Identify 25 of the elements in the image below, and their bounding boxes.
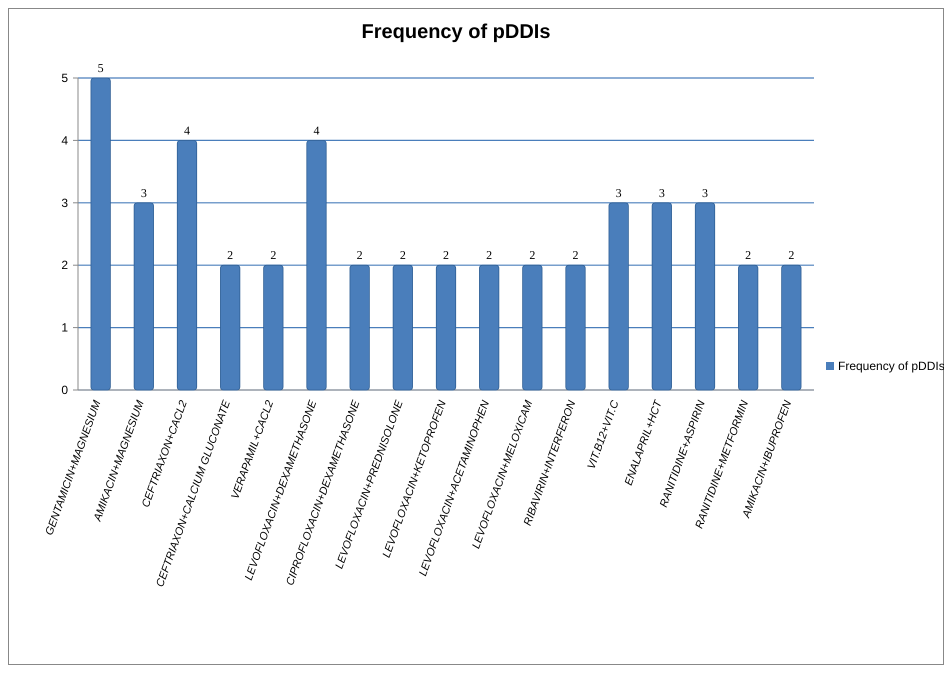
y-tick-label: 5 xyxy=(61,71,68,85)
data-label: 2 xyxy=(443,248,449,262)
data-label: 2 xyxy=(270,248,276,262)
data-label: 3 xyxy=(658,186,665,200)
data-label: 2 xyxy=(529,248,536,262)
legend-label: Frequency of pDDIs xyxy=(838,359,945,373)
y-tick-label: 0 xyxy=(61,383,68,397)
data-label: 5 xyxy=(98,61,104,75)
data-label: 2 xyxy=(788,248,794,262)
data-label: 2 xyxy=(572,248,578,262)
data-label: 2 xyxy=(356,248,363,262)
data-label: 2 xyxy=(745,248,752,262)
data-label: 2 xyxy=(486,248,492,262)
y-tick-label: 1 xyxy=(61,320,68,335)
data-label: 3 xyxy=(616,186,622,200)
chart-title: Frequency of pDDIs xyxy=(362,21,550,43)
y-tick-label: 4 xyxy=(61,133,68,148)
data-label: 2 xyxy=(227,248,234,262)
data-label: 3 xyxy=(140,186,147,200)
data-label: 4 xyxy=(314,123,320,138)
data-label: 3 xyxy=(702,186,708,200)
data-label: 4 xyxy=(184,123,190,138)
data-label: 2 xyxy=(400,248,406,262)
y-tick-label: 3 xyxy=(61,196,68,210)
y-tick-label: 2 xyxy=(61,258,68,272)
